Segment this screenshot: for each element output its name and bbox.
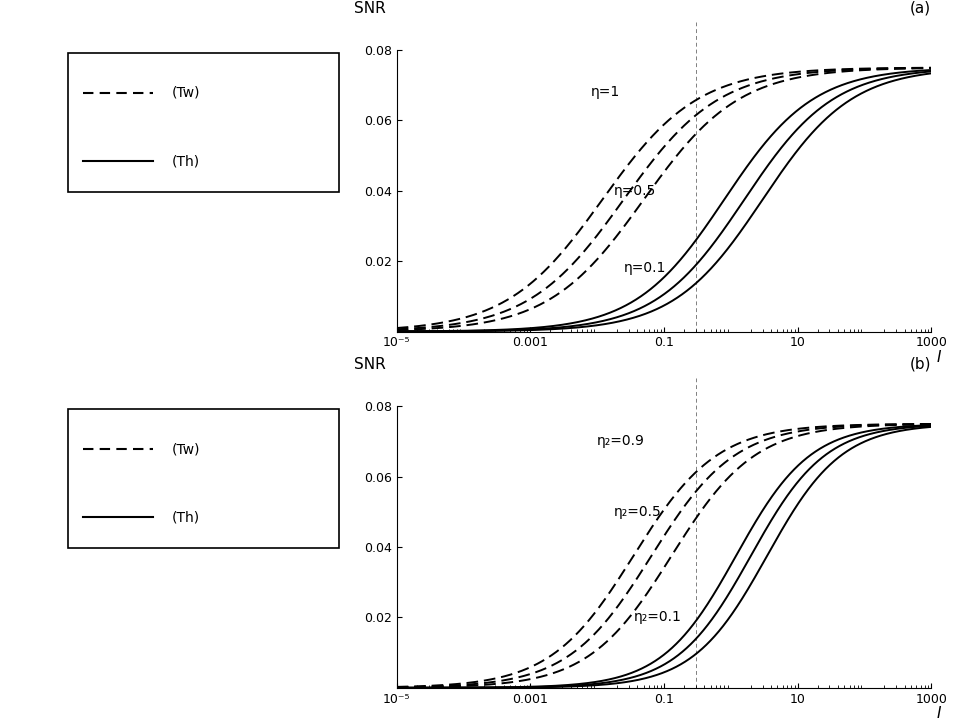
Text: SNR: SNR: [354, 357, 386, 372]
Text: η=1: η=1: [590, 85, 620, 99]
Text: (b): (b): [910, 357, 931, 372]
Text: (Tw): (Tw): [172, 442, 201, 456]
Text: η₂=0.5: η₂=0.5: [614, 505, 662, 519]
Text: η₂=0.9: η₂=0.9: [597, 434, 645, 448]
Text: (Th): (Th): [172, 154, 201, 168]
Text: η=0.5: η=0.5: [614, 184, 657, 198]
Text: η=0.1: η=0.1: [624, 261, 666, 275]
Text: I: I: [937, 350, 941, 365]
Text: (a): (a): [910, 1, 931, 15]
Text: I: I: [937, 707, 941, 721]
Text: η₂=0.1: η₂=0.1: [634, 610, 682, 624]
Text: (Th): (Th): [172, 510, 201, 524]
Text: SNR: SNR: [354, 1, 386, 15]
Text: (Tw): (Tw): [172, 86, 201, 100]
